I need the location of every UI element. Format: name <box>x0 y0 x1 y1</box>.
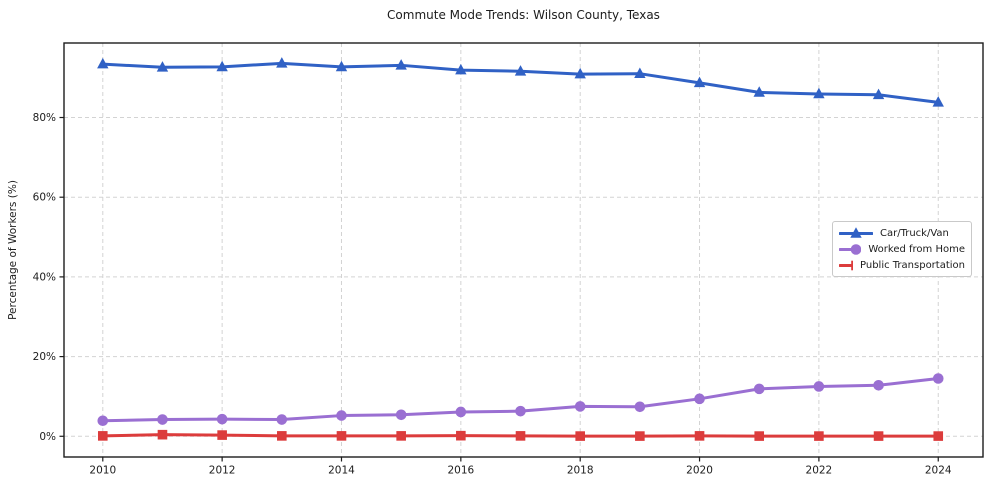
data-point-marker <box>97 57 109 69</box>
y-tick-label: 0% <box>39 431 56 443</box>
legend-line-square-icon <box>839 260 854 270</box>
y-tick-label: 20% <box>33 351 56 363</box>
data-point-marker <box>753 86 765 97</box>
data-point-marker <box>574 401 586 412</box>
data-point-marker <box>932 373 944 384</box>
data-point-marker <box>634 67 646 78</box>
data-point-marker <box>455 63 467 75</box>
data-point-marker <box>515 431 526 441</box>
data-point-marker <box>515 405 526 417</box>
data-point-marker <box>395 409 407 421</box>
data-point-marker <box>850 226 862 238</box>
legend-item: Car/Truck/Van <box>839 226 965 241</box>
data-point-marker <box>276 57 288 68</box>
legend-line-triangle-icon <box>839 226 873 238</box>
plot-border <box>63 42 984 458</box>
data-point-marker <box>336 431 347 441</box>
data-point-marker <box>156 61 169 72</box>
x-tick-label: 2016 <box>447 465 474 477</box>
data-point-marker <box>575 431 585 441</box>
data-point-marker <box>694 431 705 441</box>
data-point-marker <box>634 401 646 413</box>
data-point-marker <box>851 260 854 270</box>
data-point-marker <box>217 430 227 440</box>
data-point-marker <box>335 60 348 72</box>
legend-item: Public Transportation <box>839 258 965 273</box>
data-point-marker <box>635 431 645 441</box>
legend-line-circle-icon <box>839 243 862 255</box>
y-tick-label: 80% <box>33 112 56 124</box>
chart-title: Commute Mode Trends: Wilson County, Texa… <box>387 8 660 22</box>
data-point-marker <box>694 393 705 405</box>
data-point-marker <box>514 65 527 76</box>
data-point-marker <box>395 59 407 70</box>
data-point-marker <box>276 414 288 425</box>
data-point-marker <box>157 414 168 425</box>
data-point-marker <box>693 76 706 88</box>
data-point-marker <box>216 413 228 425</box>
y-tick-label: 40% <box>33 271 56 283</box>
x-tick-label: 2010 <box>89 465 116 477</box>
data-point-marker <box>933 431 944 441</box>
data-point-marker <box>157 429 168 440</box>
data-point-marker <box>873 379 884 391</box>
data-point-marker <box>456 430 466 441</box>
data-point-marker <box>455 406 467 418</box>
x-tick-label: 2022 <box>806 465 833 477</box>
data-point-marker <box>277 431 287 441</box>
legend-item: Worked from Home <box>839 242 965 257</box>
data-point-marker <box>97 431 108 441</box>
y-tick-label: 60% <box>33 192 56 204</box>
data-point-marker <box>97 415 109 427</box>
x-tick-label: 2012 <box>209 465 236 477</box>
x-tick-label: 2024 <box>925 465 952 477</box>
legend-item-label: Car/Truck/Van <box>880 227 949 239</box>
data-point-marker <box>813 87 825 99</box>
data-point-marker <box>873 431 884 441</box>
data-point-marker <box>932 96 944 107</box>
legend-item-label: Worked from Home <box>868 243 965 255</box>
data-point-marker <box>574 67 586 79</box>
data-point-marker <box>814 431 824 441</box>
data-point-marker <box>872 88 885 100</box>
data-point-marker <box>850 243 862 255</box>
data-point-marker <box>216 60 228 72</box>
x-tick-label: 2020 <box>686 465 713 477</box>
legend-item-label: Public Transportation <box>860 259 965 271</box>
legend: Car/Truck/Van Worked from Home Public Tr… <box>832 221 972 277</box>
x-tick-label: 2014 <box>328 465 355 477</box>
x-tick-label: 2018 <box>567 465 594 477</box>
data-point-marker <box>396 431 406 441</box>
data-point-marker <box>336 410 347 421</box>
data-point-marker <box>753 383 765 395</box>
data-point-marker <box>813 381 825 392</box>
data-point-marker <box>754 431 765 441</box>
